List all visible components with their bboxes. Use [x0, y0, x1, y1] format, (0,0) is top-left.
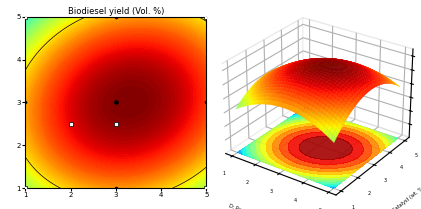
Title: Biodiesel yield (Vol. %): Biodiesel yield (Vol. %) — [68, 7, 164, 16]
X-axis label: D: Reaction time (hour): D: Reaction time (hour) — [229, 203, 284, 209]
Y-axis label: A: Catalyst (wt. %): A: Catalyst (wt. %) — [386, 185, 421, 209]
